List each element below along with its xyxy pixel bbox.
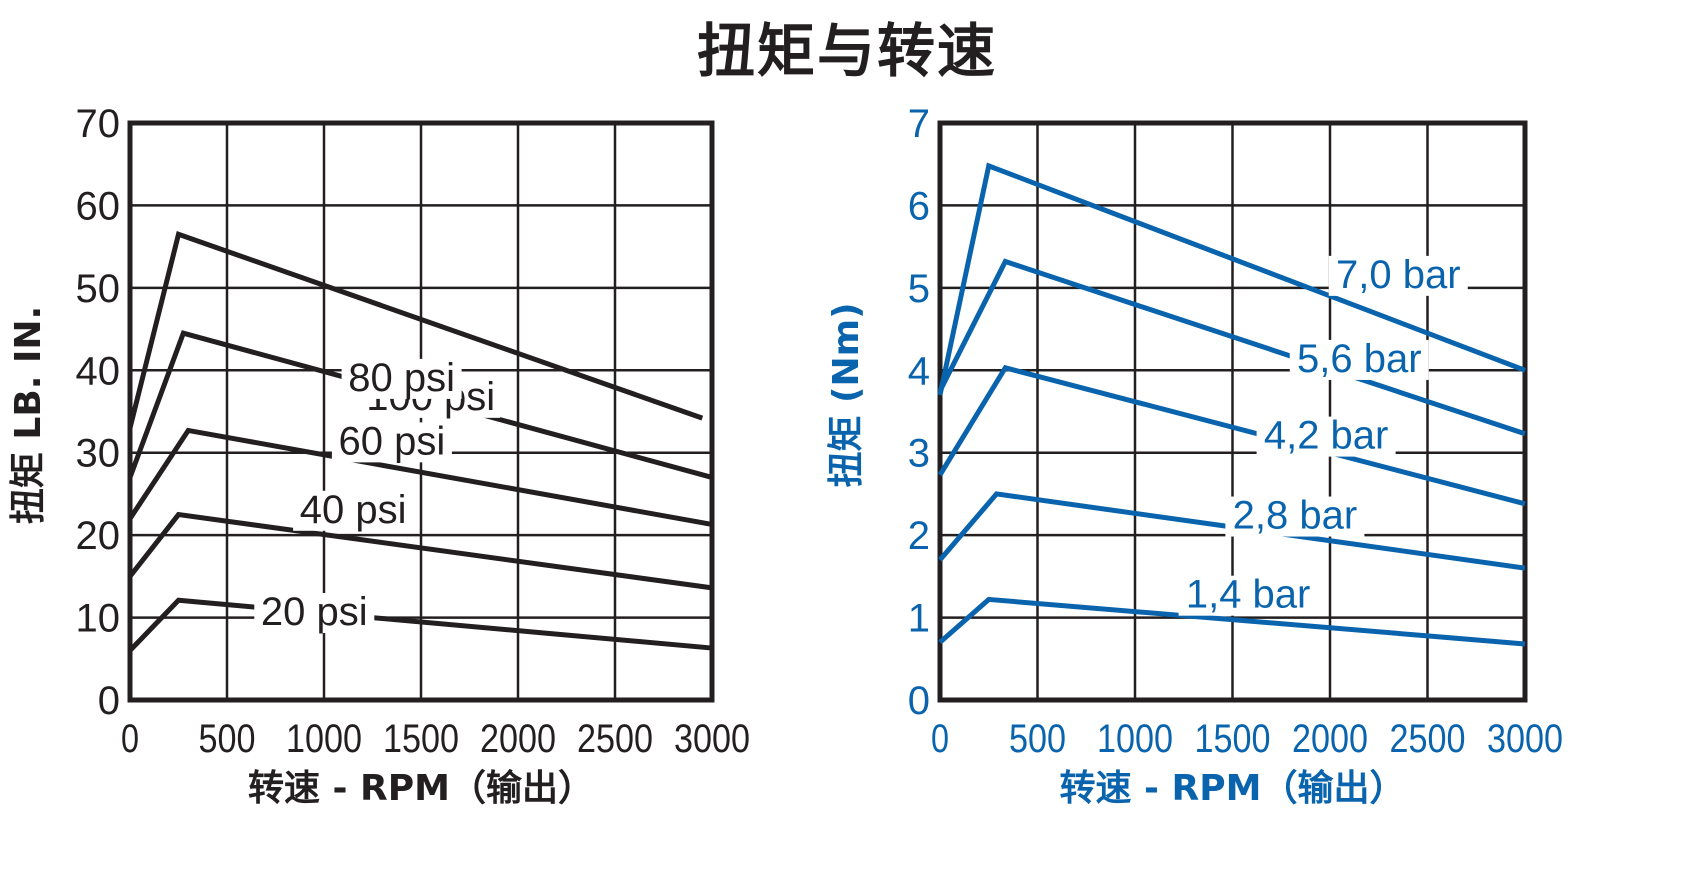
metric-series-line [937,162,1526,396]
metric-y-tick-label: 5 [908,267,930,311]
metric-y-axis-title: 扭矩 (Nm) [826,302,867,487]
imperial-series-label: 80 psi [348,356,455,400]
imperial-x-axis-title: 转速 - RPM（输出） [248,768,594,809]
imperial-series-label: 60 psi [339,419,446,463]
imperial-series-line [128,511,713,591]
metric-series-label-bg [1289,339,1429,380]
metric-x-tick-label: 2500 [1390,717,1466,761]
metric-x-axis-title: 转速 - RPM（输出） [1060,768,1406,809]
metric-y-tick-label: 1 [908,597,930,641]
metric-y-tick-label: 0 [908,679,930,723]
imperial-x-tick-label: 1000 [286,717,362,761]
imperial-plot-frame [127,120,715,703]
imperial-x-tick-label: 2500 [577,717,653,761]
metric-y-tick-label: 6 [908,184,930,228]
imperial-y-tick-label: 30 [76,432,121,476]
imperial-y-tick-label: 10 [76,597,121,641]
imperial-y-tick-label: 50 [76,267,121,311]
metric-y-tick-label: 7 [908,102,930,146]
metric-series-line [937,364,1526,507]
imperial-x-tick-label: 1500 [383,717,459,761]
metric-series-label-bg [1178,575,1318,616]
metric-series-label: 2,8 bar [1233,494,1358,538]
imperial-series-label-bg [254,592,375,633]
imperial-y-tick-label: 60 [76,184,121,228]
metric-x-tick-label: 1000 [1097,717,1173,761]
imperial-y-tick-label: 0 [98,679,120,723]
metric-y-tick-label: 4 [908,349,930,393]
metric-series-line [938,491,1526,571]
imperial-series-label-bg [331,422,452,463]
metric-series-label-bg [1328,255,1468,296]
metric-plot-frame [937,120,1528,703]
imperial-y-axis-title: 扭矩 LB. IN. [8,306,49,524]
imperial-series-line [127,427,713,527]
imperial-series-label-bg [293,490,414,531]
metric-y-tick-label: 2 [908,514,930,558]
metric-series-label: 5,6 bar [1297,337,1422,381]
imperial-series-label-bg [341,358,462,399]
imperial-y-tick-label: 20 [76,514,121,558]
metric-series-label-bg [1256,416,1396,457]
metric-x-tick-label: 500 [1009,717,1066,761]
imperial-y-tick-label: 70 [76,102,121,146]
imperial-series-label: 20 psi [261,590,368,634]
imperial-series-line [128,597,713,653]
imperial-x-tick-label: 500 [199,717,256,761]
imperial-series-line [127,231,704,429]
metric-x-tick-label: 3000 [1487,717,1563,761]
metric-y-tick-label: 3 [908,432,930,476]
metric-x-tick-label: 2000 [1292,717,1368,761]
imperial-y-tick-label: 40 [76,349,121,393]
metric-x-tick-label: 1500 [1195,717,1271,761]
metric-series-label-bg [1225,496,1365,537]
chart-main-title: 扭矩与转速 [696,17,997,85]
metric-series-line [938,596,1526,647]
metric-x-tick-label: 0 [931,717,949,761]
imperial-x-tick-label: 2000 [480,717,556,761]
imperial-x-tick-label: 0 [121,717,139,761]
imperial-series-line [127,330,713,480]
imperial-x-tick-label: 3000 [674,717,750,761]
imperial-series-label: 40 psi [300,488,407,532]
metric-series-label: 7,0 bar [1336,253,1461,297]
metric-series-label: 4,2 bar [1264,414,1389,458]
metric-series-label: 1,4 bar [1186,573,1311,617]
